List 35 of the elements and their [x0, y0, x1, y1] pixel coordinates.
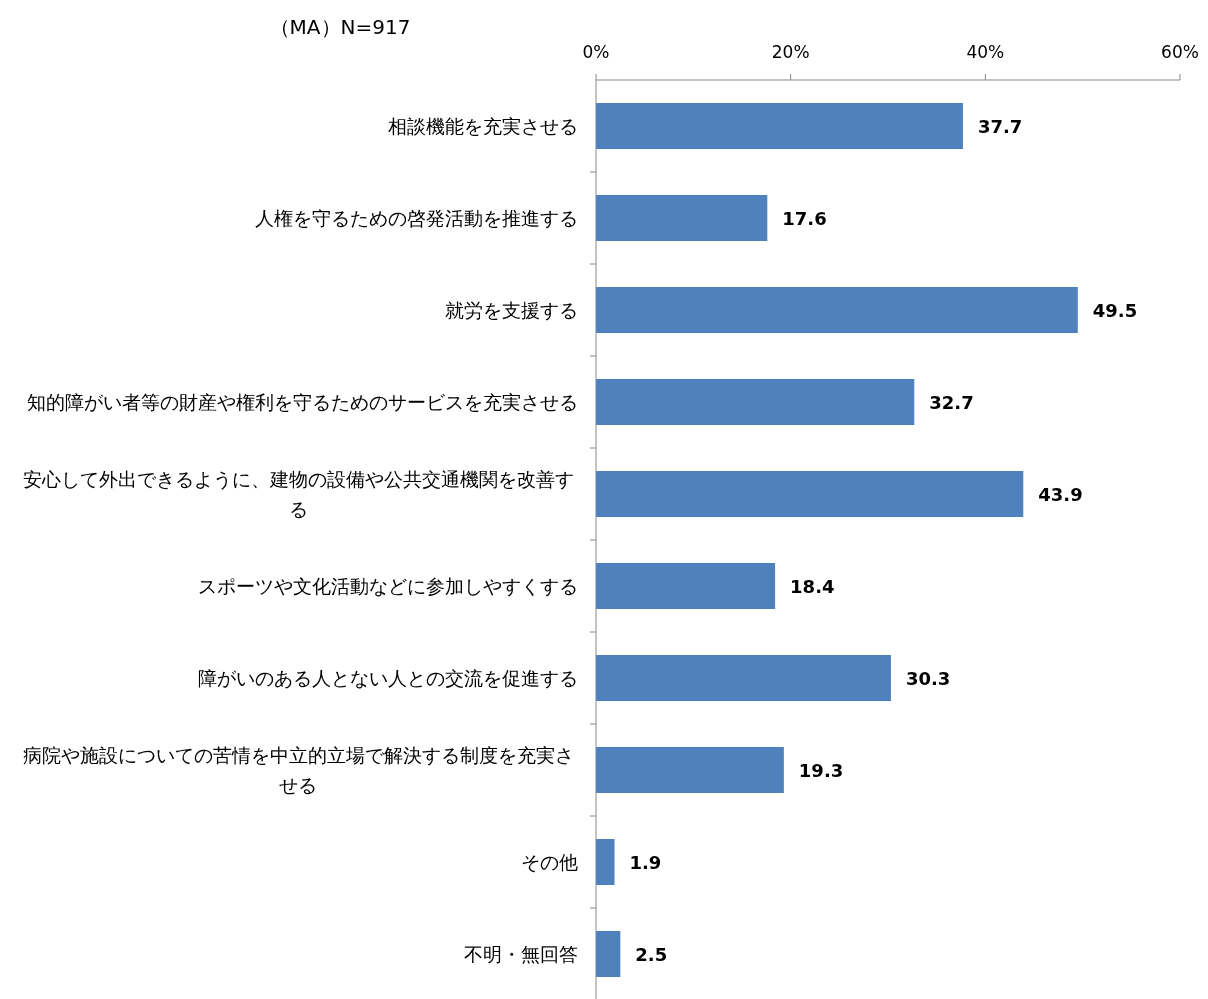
data-label: 30.3: [905, 668, 951, 689]
y-tick-label: 知的障がい者等の財産や権利を守るためのサービスを充実させる: [27, 391, 578, 413]
bar: [596, 931, 621, 977]
data-label: 43.9: [1038, 484, 1083, 505]
y-tick-label: 不明・無回答: [464, 943, 578, 965]
bar: [596, 747, 784, 793]
x-tick-label: 60%: [1161, 42, 1199, 62]
bar: [596, 195, 768, 241]
bar: [596, 287, 1078, 333]
y-tick-label: 人権を守るための啓発活動を推進する: [255, 207, 578, 229]
bar: [596, 655, 891, 701]
data-label: 37.7: [977, 116, 1023, 137]
x-tick-label: 20%: [771, 42, 810, 62]
bar: [596, 563, 776, 609]
data-label: 18.4: [790, 576, 835, 597]
bar: [596, 471, 1024, 517]
text: （MA）N=917: [269, 15, 411, 39]
y-tick-label: 障がいのある人とない人との交流を促進する: [198, 667, 578, 689]
data-label: 32.7: [929, 392, 974, 413]
data-label: 17.6: [782, 208, 827, 229]
y-tick-label: 就労を支援する: [445, 299, 578, 321]
bar: [596, 379, 915, 425]
data-label: 19.3: [798, 760, 844, 781]
data-label: 1.9: [629, 852, 662, 873]
bar: [596, 103, 963, 149]
y-tick-label: その他: [521, 851, 578, 873]
y-tick-label: スポーツや文化活動などに参加しやすくする: [198, 575, 578, 597]
data-label: 49.5: [1092, 300, 1138, 321]
bar: [596, 839, 615, 885]
y-tick-label: 安心して外出できるように、建物の設備や公共交通機関を改善する: [22, 468, 574, 520]
data-label: 2.5: [635, 944, 668, 965]
y-tick-label: 相談機能を充実させる: [388, 115, 578, 137]
y-tick-label: 病院や施設についての苦情を中立的立場で解決する制度を充実させる: [22, 744, 574, 796]
x-tick-label: 0%: [582, 42, 610, 62]
x-tick-label: 40%: [966, 42, 1005, 62]
